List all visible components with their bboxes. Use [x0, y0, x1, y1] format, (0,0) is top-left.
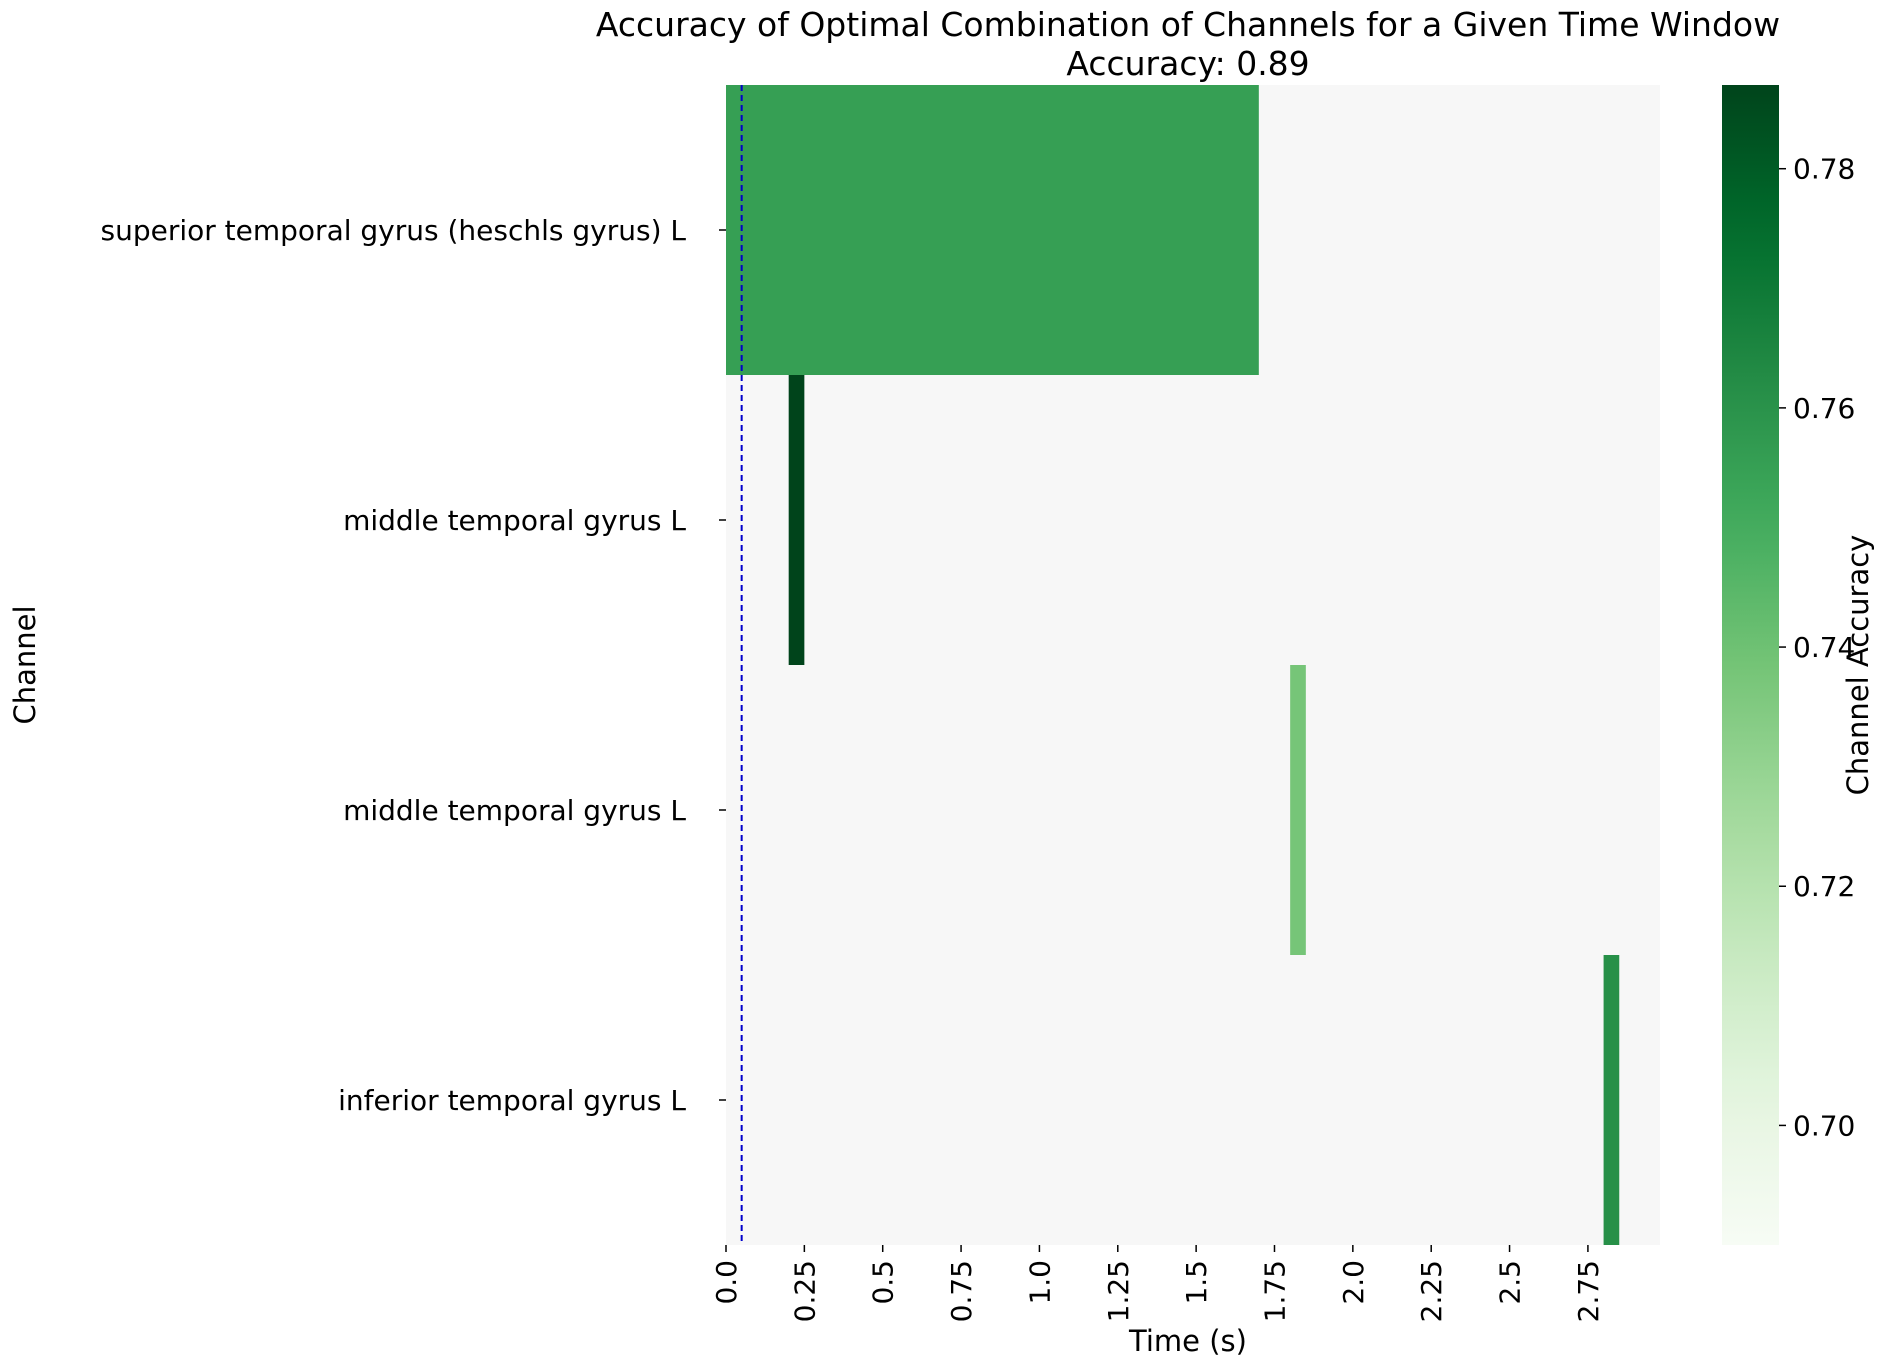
heatmap-cell-2 [1290, 665, 1306, 955]
colorbar-tick-label-3: 0.76 [1793, 392, 1855, 425]
y-axis: superior temporal gyrus (heschls gyrus) … [101, 214, 726, 1117]
x-tick-label-3: 0.75 [945, 1260, 978, 1322]
y-tick-label-2: middle temporal gyrus L [343, 794, 686, 827]
heatmap-cell-1 [788, 375, 805, 665]
x-tick-label-1: 0.25 [788, 1260, 821, 1322]
heatmap-cell-3 [1603, 955, 1620, 1245]
y-tick-label-1: middle temporal gyrus L [343, 504, 686, 537]
colorbar-tick-label-0: 0.70 [1793, 1109, 1855, 1142]
y-tick-label-3: inferior temporal gyrus L [338, 1084, 686, 1117]
x-axis-label: Time (s) [1128, 1324, 1247, 1358]
colorbar-label: Channel Accuracy [1841, 535, 1875, 796]
y-tick-label-0: superior temporal gyrus (heschls gyrus) … [101, 214, 687, 247]
colorbar-tick-label-1: 0.72 [1793, 870, 1855, 903]
x-tick-label-6: 1.5 [1180, 1260, 1213, 1305]
colorbar-tick-label-2: 0.74 [1793, 631, 1855, 664]
x-tick-label-0: 0.0 [710, 1260, 743, 1305]
chart-subtitle: Accuracy: 0.89 [1066, 44, 1309, 83]
x-tick-label-9: 2.25 [1415, 1260, 1448, 1322]
chart-title: Accuracy of Optimal Combination of Chann… [596, 5, 1780, 44]
x-tick-label-7: 1.75 [1258, 1260, 1291, 1322]
x-tick-label-8: 2.0 [1337, 1260, 1370, 1305]
heatmap-cell-0 [726, 85, 1259, 375]
colorbar: 0.70 0.72 0.74 0.76 0.78 [1722, 85, 1855, 1245]
x-tick-label-11: 2.75 [1572, 1260, 1605, 1322]
plot-area [726, 85, 1660, 1245]
colorbar-tick-label-4: 0.78 [1793, 153, 1855, 186]
x-tick-label-4: 1.0 [1023, 1260, 1056, 1305]
x-tick-label-5: 1.25 [1102, 1260, 1135, 1322]
colorbar-gradient [1722, 85, 1779, 1245]
x-tick-label-2: 0.5 [867, 1260, 900, 1305]
x-tick-label-10: 2.5 [1494, 1260, 1527, 1305]
y-axis-label: Channel [8, 605, 42, 724]
x-axis: 0.0 0.25 0.5 0.75 1.0 1.25 1.5 1.75 2.0 2.25 2.5 2.… [710, 1245, 1605, 1322]
